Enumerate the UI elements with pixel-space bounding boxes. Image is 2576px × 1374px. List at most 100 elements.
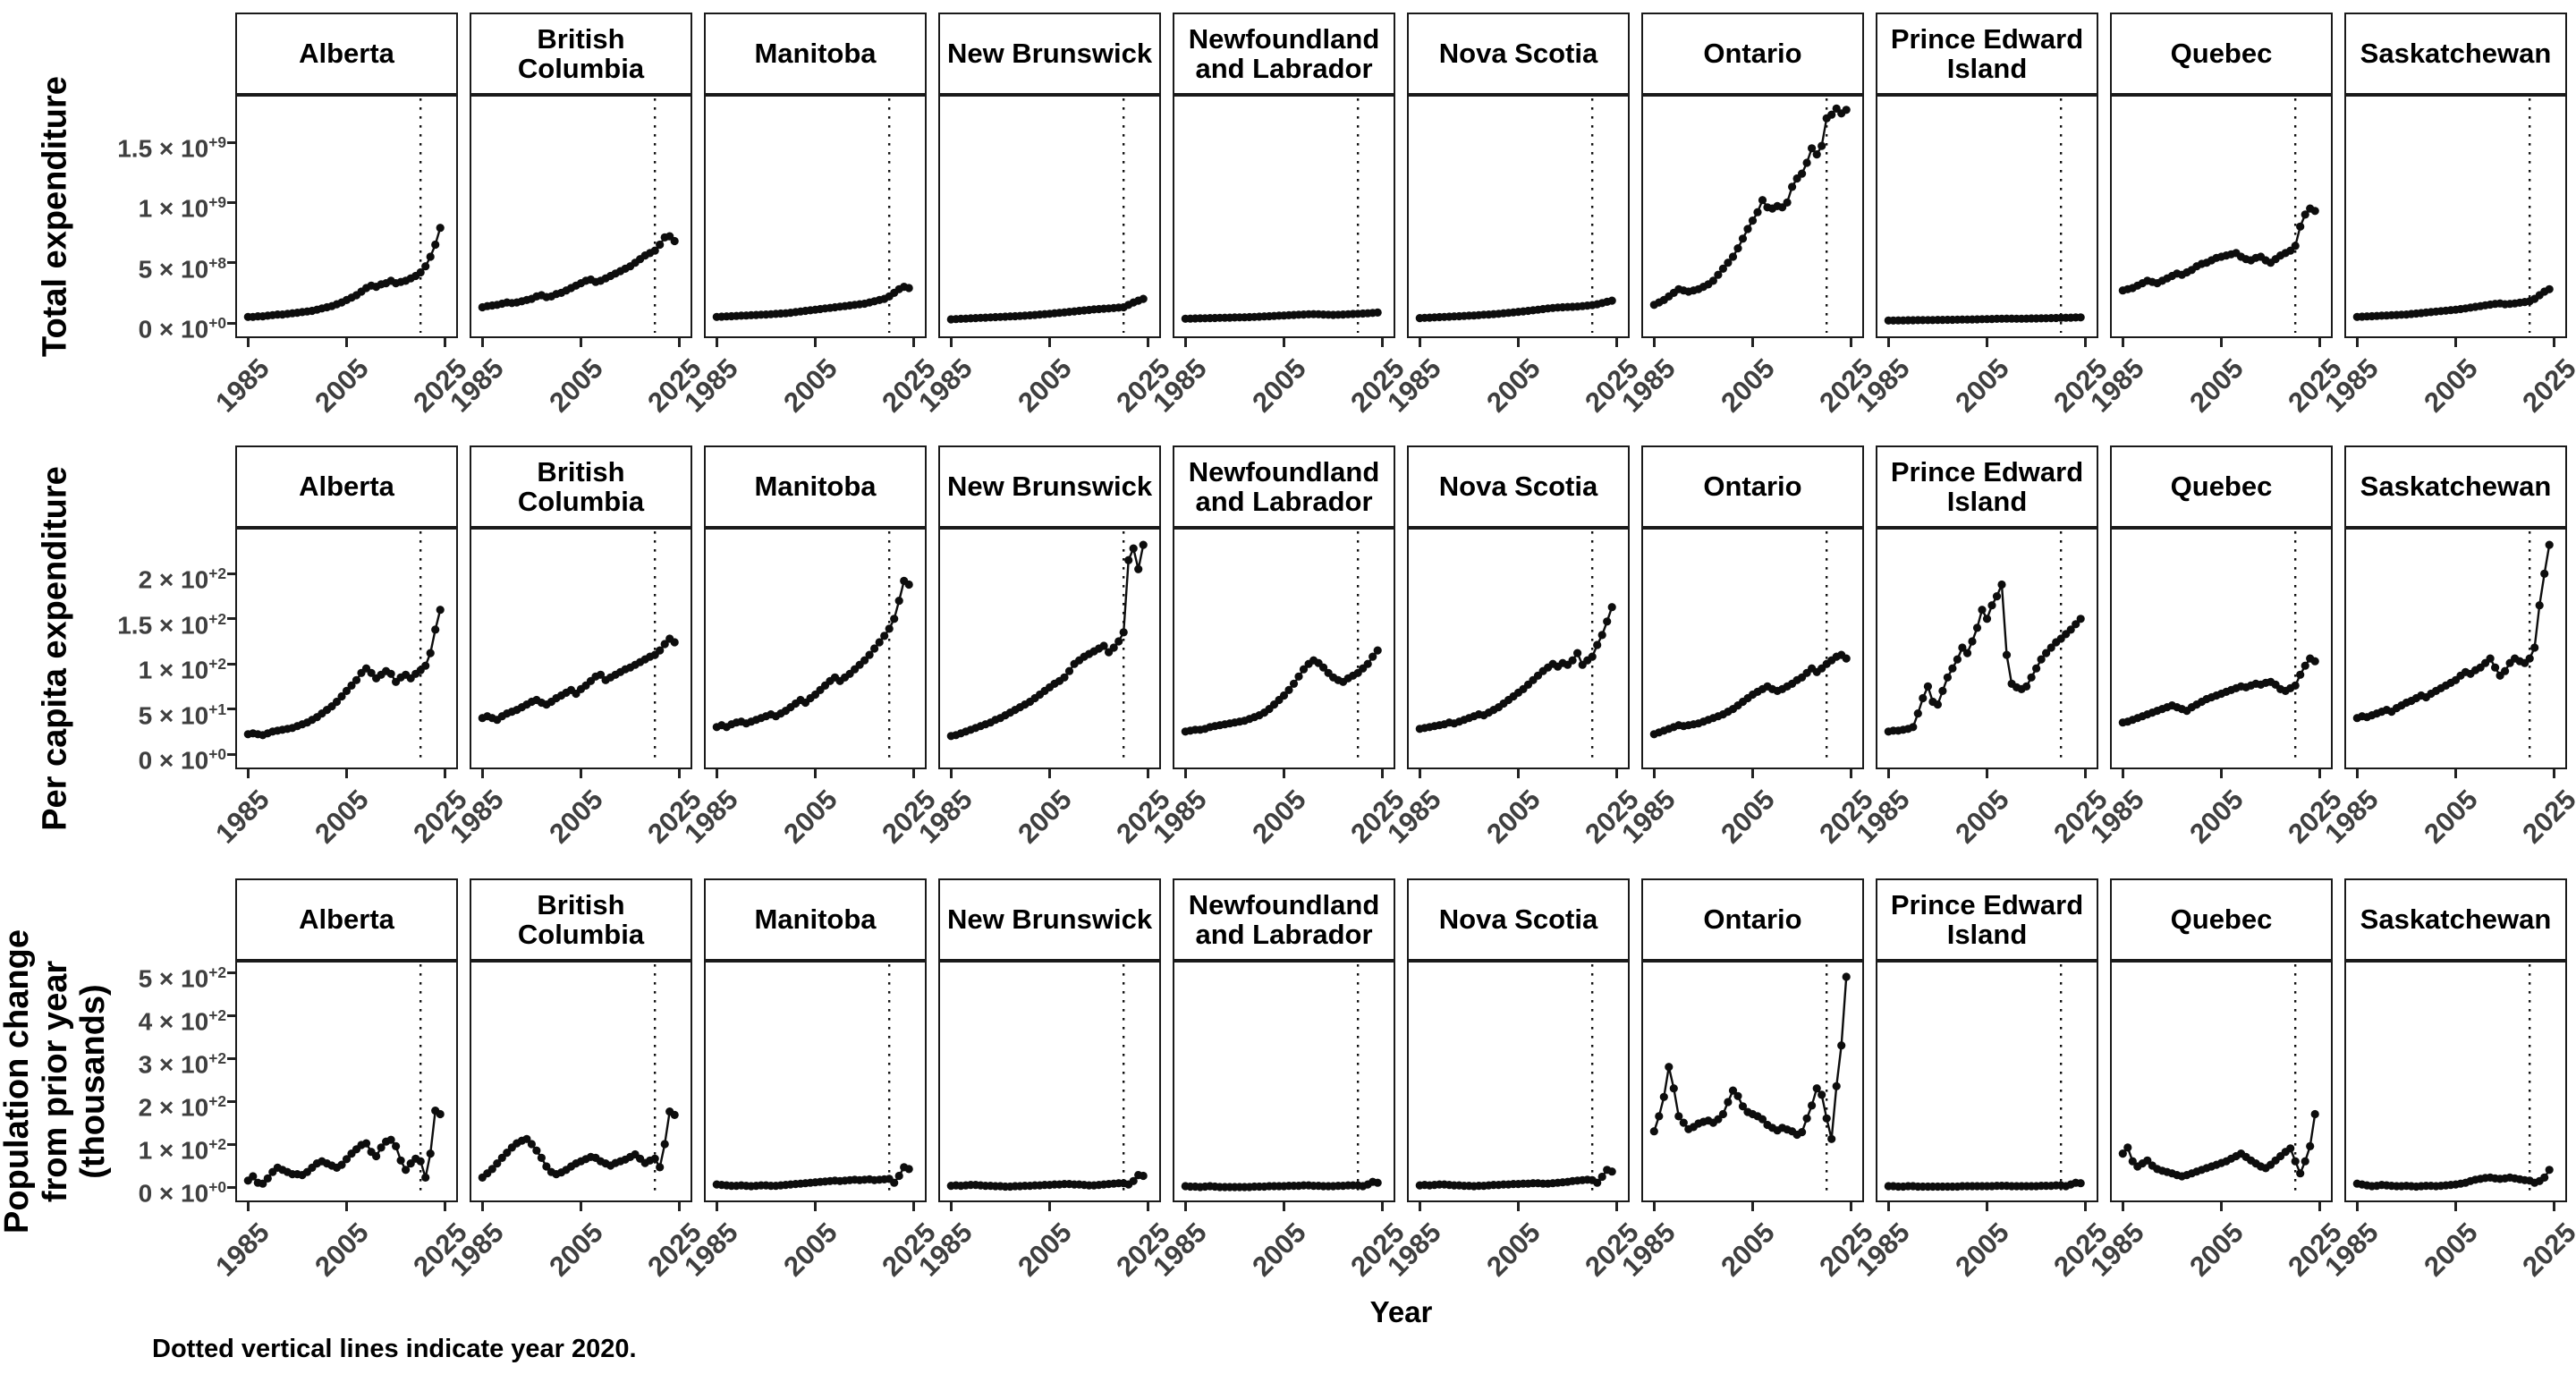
data-point [656,1163,665,1172]
x-tick-mark [678,338,682,347]
panel-total-expenditure-new-brunswick [938,95,1161,338]
data-point [1822,1114,1831,1123]
x-tick-mark [480,769,484,778]
panel-per-capita-expenditure-alberta [235,528,458,769]
data-point [2027,673,2036,682]
x-tick-mark [912,338,916,347]
data-point [537,1153,546,1162]
x-tick-mark [1986,1202,1988,1211]
data-point [2042,649,2051,657]
data-point [527,1140,536,1149]
data-point [1588,652,1597,661]
facet-strip-new-brunswick: New Brunswick [938,878,1161,961]
x-tick-label: 2005 [542,784,609,850]
data-point [1139,294,1148,303]
data-point [1669,1084,1678,1093]
data-point [2535,601,2544,610]
data-point [1603,617,1612,626]
panel-population-change-from-prior-year-thousands-newfoundland-and-labrador [1173,961,1395,1202]
data-point [1748,216,1758,225]
x-tick-mark [580,338,582,347]
x-tick-mark [1381,1202,1385,1211]
data-point [1738,1102,1748,1111]
x-tick-mark [1183,338,1187,347]
data-point [1060,673,1069,682]
data-point [396,1156,405,1165]
y-tick-label: 0 × 10+0 [138,1178,226,1208]
time-series-plot [1415,964,1616,1197]
data-point [1753,208,1762,216]
time-series-plot [712,98,913,333]
data-point [361,1139,371,1148]
time-series-plot [478,964,679,1197]
x-tick-mark [1652,338,1656,347]
y-tick-mark [227,971,235,974]
facet-strip-newfoundland-and-labrador: Newfoundland and Labrador [1173,13,1395,95]
time-series-plot [1884,531,2085,764]
data-point [2118,1149,2127,1158]
data-point [2072,620,2080,629]
time-series-plot [1649,964,1851,1197]
x-tick-mark [444,769,447,778]
data-point [416,1157,425,1166]
x-tick-mark [2355,769,2359,778]
data-point [342,1155,352,1164]
data-point [904,1165,913,1174]
facet-strip-prince-edward-island: Prince Edward Island [1876,13,2098,95]
data-point [2310,207,2319,216]
data-point [487,1165,496,1174]
x-tick-mark [1418,769,1421,778]
data-point [416,267,425,277]
x-tick-label: 2025 [2515,784,2576,850]
data-point [1943,673,1952,682]
data-point [670,236,679,246]
facet-strip-ontario: Ontario [1641,445,1864,528]
data-point [656,646,665,655]
data-point [263,1174,272,1183]
data-point [2123,1143,2132,1152]
y-tick-label: 4 × 10+2 [138,1006,226,1036]
data-point [1992,592,2002,601]
facet-strip-new-brunswick: New Brunswick [938,13,1161,95]
facet-strip-nova-scotia: Nova Scotia [1407,878,1630,961]
data-point [2301,210,2309,219]
facet-strip-nova-scotia: Nova Scotia [1407,13,1630,95]
y-tick-label: 1 × 10+2 [138,655,226,684]
data-point [1129,1176,1138,1185]
data-point [431,625,440,634]
data-point [860,656,869,665]
x-tick-mark [715,1202,718,1211]
x-tick-mark [2220,769,2223,778]
panel-per-capita-expenditure-nova-scotia [1407,528,1630,769]
y-tick-mark [227,140,235,144]
x-tick-label: 2005 [1245,784,1312,850]
x-tick-mark [715,769,718,778]
x-tick-mark [2454,338,2457,347]
x-tick-label: 2005 [1948,352,2015,419]
data-point [426,649,435,657]
facet-strip-prince-edward-island: Prince Edward Island [1876,878,2098,961]
time-series-plot [2352,964,2554,1197]
x-tick-mark [1517,338,1520,347]
time-series-plot [2352,531,2554,764]
data-point [1708,276,1717,285]
y-tick-mark [227,1014,235,1017]
time-series-plot [2118,964,2319,1197]
series-line [247,1108,441,1185]
data-point [1319,663,1328,672]
data-point [522,1134,531,1143]
data-point [1728,1086,1738,1095]
data-point [1997,580,2006,589]
x-tick-mark [2318,338,2322,347]
data-point [1649,1127,1658,1136]
facet-strip-saskatchewan: Saskatchewan [2344,878,2567,961]
facet-strip-alberta: Alberta [235,13,458,95]
x-tick-label: 2005 [2417,784,2484,850]
data-point [894,597,903,606]
data-point [1842,654,1851,663]
x-tick-mark [678,769,682,778]
x-tick-mark [1986,338,1988,347]
x-tick-mark [949,338,953,347]
data-point [1714,1115,1723,1124]
x-tick-mark [814,1202,817,1211]
